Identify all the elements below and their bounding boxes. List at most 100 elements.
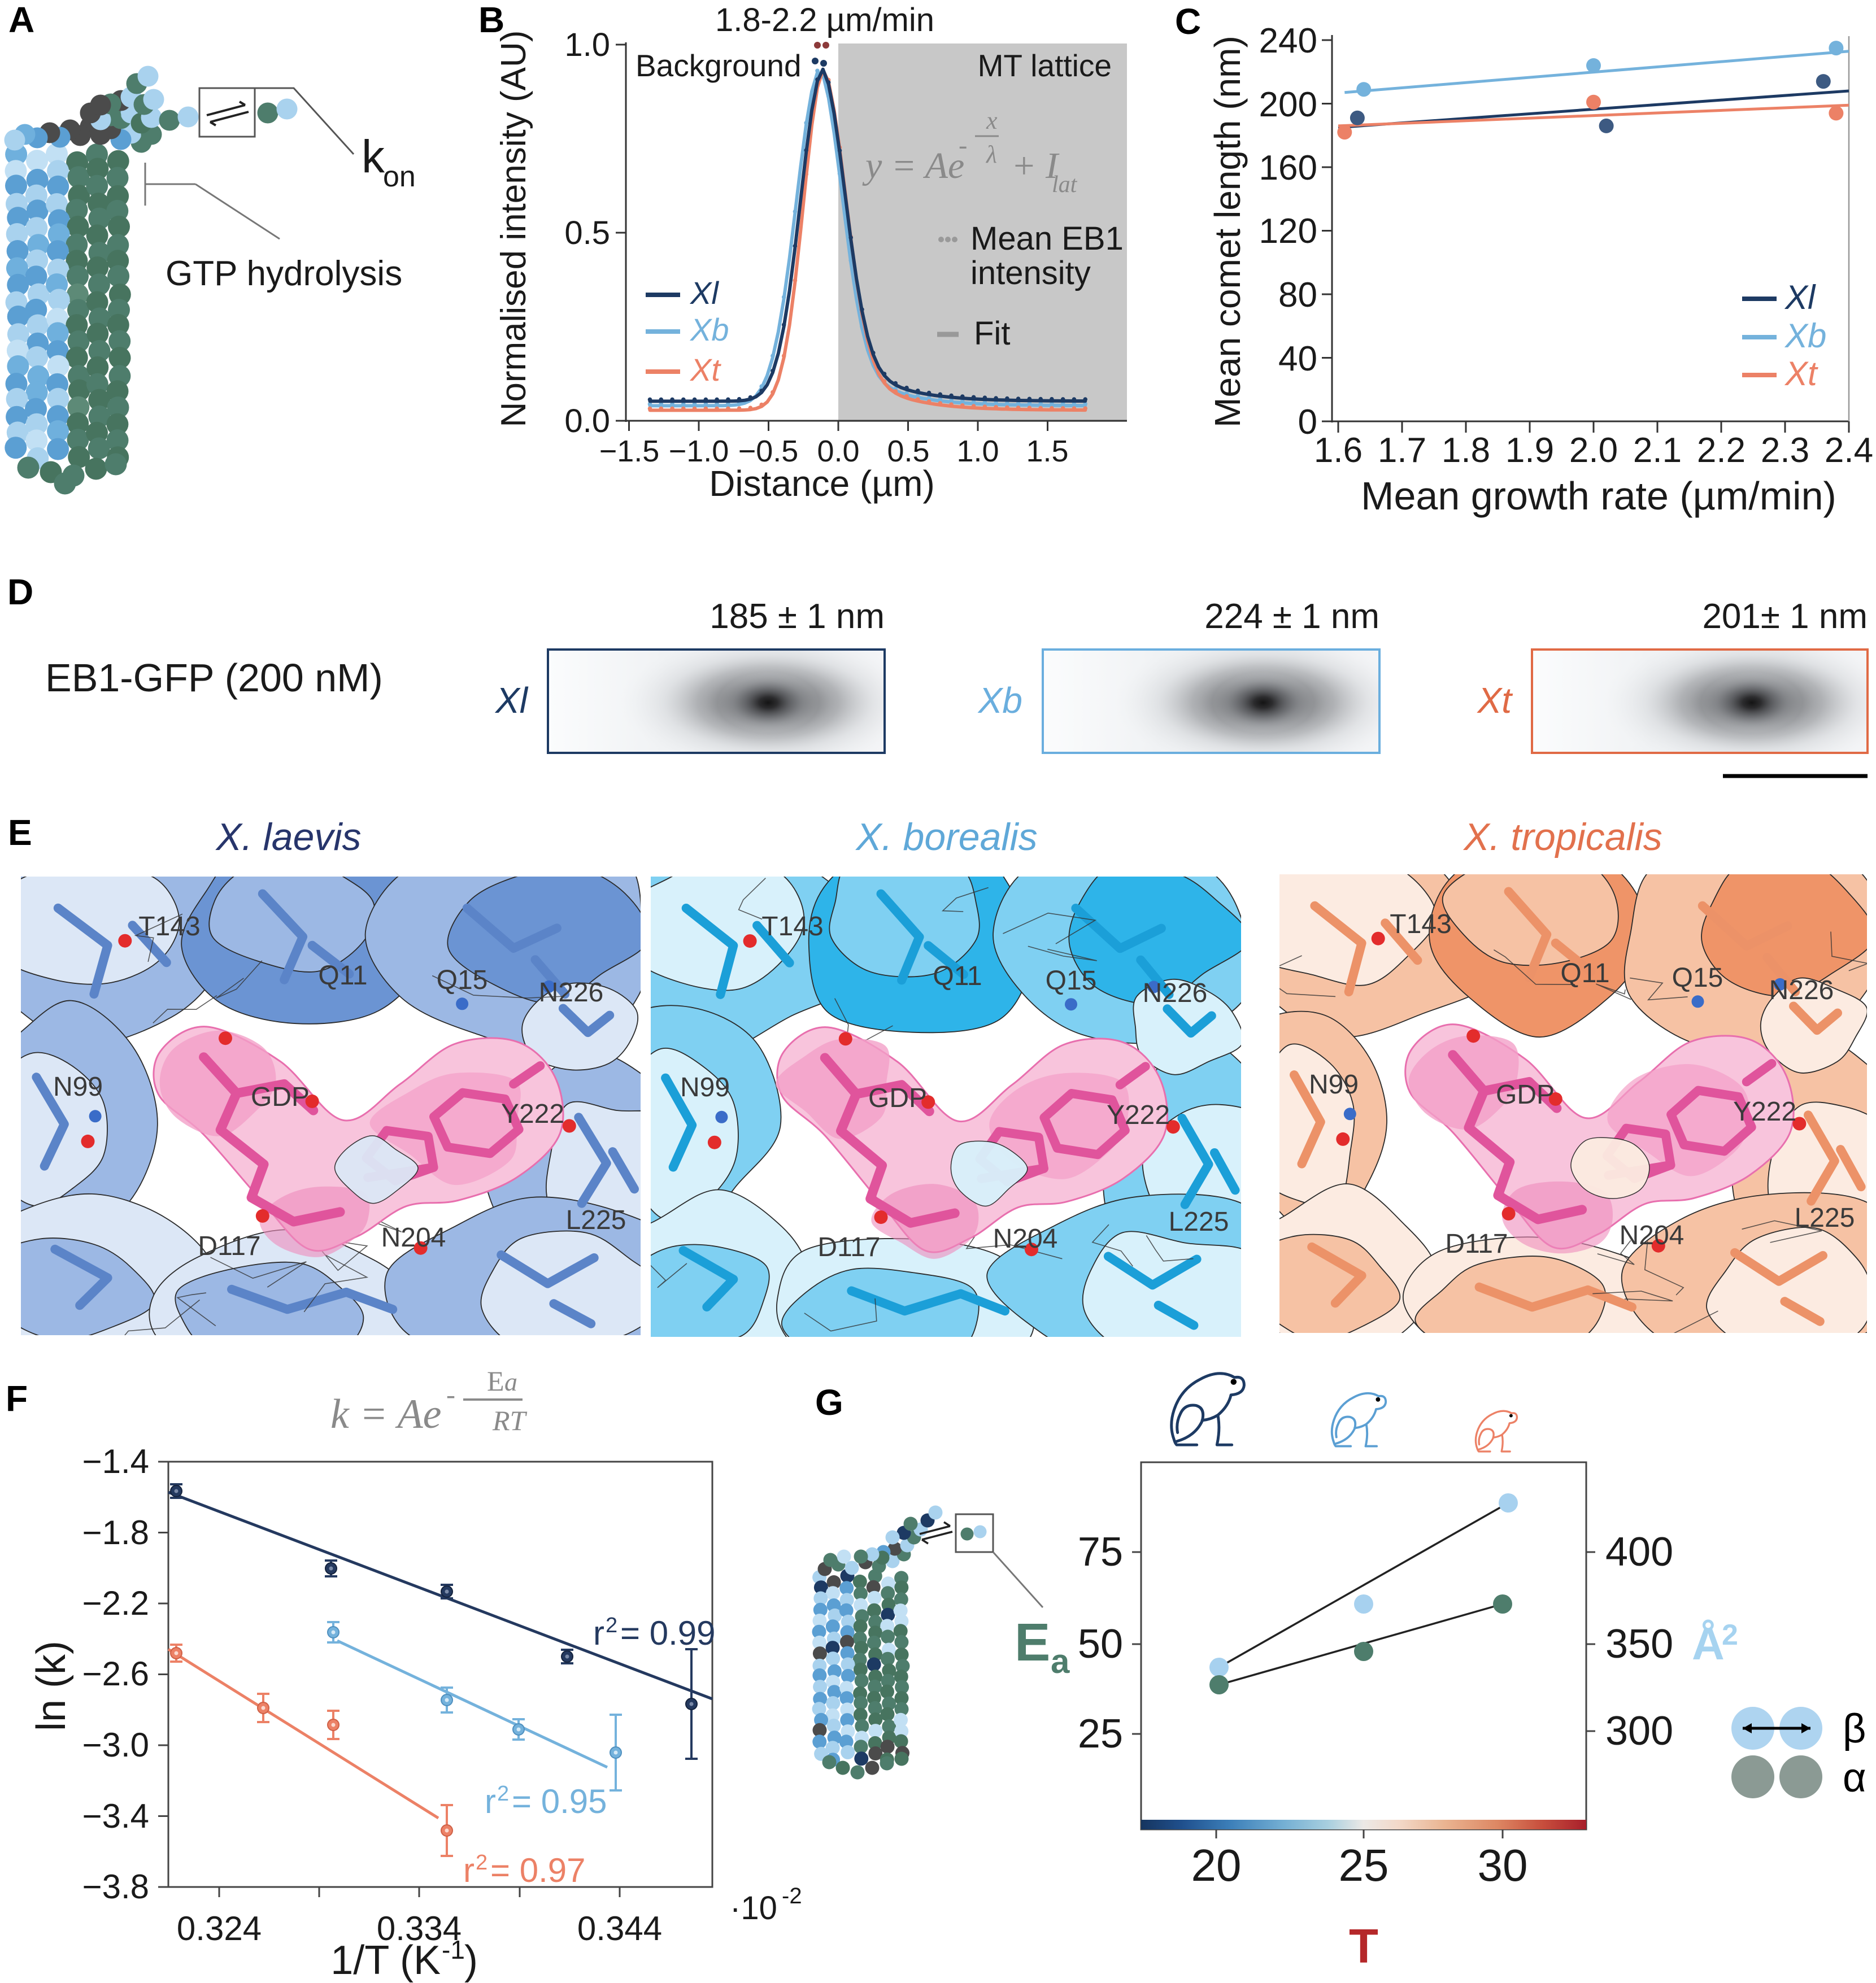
svg-text:N99: N99 bbox=[1309, 1070, 1359, 1100]
svg-text:N99: N99 bbox=[680, 1073, 730, 1102]
svg-text:Q15: Q15 bbox=[437, 965, 488, 995]
svg-text:a: a bbox=[504, 1367, 517, 1396]
svg-text:Xl: Xl bbox=[689, 275, 719, 311]
svg-text:1.6: 1.6 bbox=[1314, 431, 1363, 470]
svg-text:D117: D117 bbox=[198, 1231, 260, 1261]
svg-text:GDP: GDP bbox=[251, 1082, 310, 1112]
svg-text:N226: N226 bbox=[539, 978, 604, 1008]
svg-text:L225: L225 bbox=[1169, 1207, 1229, 1237]
svg-text:C: C bbox=[1175, 1, 1201, 42]
svg-text:T143: T143 bbox=[1390, 909, 1451, 939]
svg-text:Q11: Q11 bbox=[933, 961, 982, 991]
svg-text:2.0: 2.0 bbox=[1569, 431, 1618, 470]
svg-text:E: E bbox=[8, 812, 32, 853]
svg-text:Y222: Y222 bbox=[501, 1099, 564, 1129]
svg-text:224 ± 1 nm: 224 ± 1 nm bbox=[1204, 597, 1379, 636]
svg-text:2.1: 2.1 bbox=[1633, 431, 1682, 470]
svg-text:= 0.97: = 0.97 bbox=[490, 1851, 586, 1889]
svg-text:N226: N226 bbox=[1143, 978, 1208, 1008]
svg-text:2: 2 bbox=[606, 1614, 617, 1637]
svg-text:0.324: 0.324 bbox=[177, 1910, 262, 1947]
svg-text:F: F bbox=[6, 1378, 28, 1419]
svg-text:0.344: 0.344 bbox=[577, 1910, 662, 1947]
svg-text:Q15: Q15 bbox=[1672, 963, 1723, 993]
svg-text:200: 200 bbox=[1259, 85, 1317, 124]
svg-text:k: k bbox=[362, 131, 385, 182]
svg-text:on: on bbox=[383, 160, 416, 193]
svg-text:75: 75 bbox=[1078, 1529, 1123, 1575]
svg-text:Y222: Y222 bbox=[1733, 1097, 1796, 1127]
svg-text:201± 1 nm: 201± 1 nm bbox=[1702, 597, 1868, 636]
svg-text:X. tropicalis: X. tropicalis bbox=[1463, 816, 1662, 858]
svg-text:a: a bbox=[1051, 1642, 1070, 1680]
svg-text:L225: L225 bbox=[1795, 1203, 1855, 1233]
svg-text:2: 2 bbox=[497, 1782, 509, 1806]
svg-text:B: B bbox=[478, 0, 504, 40]
svg-text:x: x bbox=[986, 107, 998, 134]
svg-text:D117: D117 bbox=[817, 1232, 880, 1262]
svg-text:= 0.99: = 0.99 bbox=[620, 1614, 716, 1652]
svg-text:N99: N99 bbox=[53, 1072, 103, 1102]
svg-text:0.5: 0.5 bbox=[887, 434, 929, 468]
svg-text:A: A bbox=[8, 0, 34, 40]
svg-text:Mean growth rate (µm/min): Mean growth rate (µm/min) bbox=[1361, 474, 1836, 518]
svg-text:Y222: Y222 bbox=[1107, 1100, 1170, 1130]
svg-text:0.5: 0.5 bbox=[564, 215, 610, 251]
svg-text:): ) bbox=[464, 1938, 478, 1983]
svg-text:400: 400 bbox=[1605, 1529, 1673, 1575]
svg-text:α: α bbox=[1843, 1755, 1866, 1801]
svg-text:Xl: Xl bbox=[494, 680, 529, 721]
svg-text:2.4: 2.4 bbox=[1825, 431, 1873, 470]
svg-text:2.3: 2.3 bbox=[1761, 431, 1809, 470]
svg-text:X. laevis: X. laevis bbox=[215, 816, 362, 858]
svg-text:185 ± 1 nm: 185 ± 1 nm bbox=[710, 597, 885, 636]
svg-text:Normalised intensity (AU): Normalised intensity (AU) bbox=[494, 30, 533, 428]
svg-text:Mean EB1: Mean EB1 bbox=[970, 220, 1124, 257]
svg-text:k = Ae: k = Ae bbox=[330, 1391, 442, 1437]
svg-text:Distance (µm): Distance (µm) bbox=[709, 463, 935, 504]
svg-text:GTP hydrolysis: GTP hydrolysis bbox=[166, 254, 402, 293]
svg-text:·10: ·10 bbox=[730, 1890, 777, 1927]
svg-text:160: 160 bbox=[1259, 149, 1317, 188]
svg-text:1.8: 1.8 bbox=[1442, 431, 1490, 470]
svg-text:N226: N226 bbox=[1769, 975, 1834, 1005]
svg-text:-2: -2 bbox=[782, 1884, 802, 1908]
svg-text:1.0: 1.0 bbox=[564, 27, 610, 63]
svg-text:0: 0 bbox=[1298, 403, 1317, 442]
svg-text:r: r bbox=[485, 1782, 496, 1820]
svg-text:−3.8: −3.8 bbox=[82, 1868, 149, 1906]
svg-text:Q15: Q15 bbox=[1046, 966, 1097, 996]
svg-text:−2.6: −2.6 bbox=[82, 1655, 149, 1693]
svg-text:Xl: Xl bbox=[1784, 278, 1816, 316]
svg-text:25: 25 bbox=[1078, 1711, 1123, 1757]
svg-text:0.0: 0.0 bbox=[564, 403, 610, 439]
svg-text:−2.2: −2.2 bbox=[82, 1584, 149, 1622]
svg-text:y = Ae: y = Ae bbox=[862, 145, 964, 186]
svg-text:2.2: 2.2 bbox=[1697, 431, 1746, 470]
svg-text:Xt: Xt bbox=[689, 352, 721, 387]
svg-text:T143: T143 bbox=[761, 912, 823, 942]
svg-text:r: r bbox=[463, 1851, 475, 1889]
svg-text:300: 300 bbox=[1605, 1709, 1673, 1754]
svg-text:Q11: Q11 bbox=[1560, 958, 1609, 988]
svg-text:+ I: + I bbox=[1011, 145, 1060, 186]
svg-text:2: 2 bbox=[476, 1851, 488, 1875]
svg-text:X. borealis: X. borealis bbox=[855, 816, 1037, 858]
svg-text:−1.5: −1.5 bbox=[599, 434, 660, 468]
svg-text:N204: N204 bbox=[381, 1223, 446, 1253]
svg-text:−3.0: −3.0 bbox=[82, 1726, 149, 1764]
svg-text:G: G bbox=[815, 1382, 843, 1423]
svg-text:GDP: GDP bbox=[1496, 1080, 1555, 1110]
svg-text:λ: λ bbox=[985, 141, 997, 168]
svg-text:50: 50 bbox=[1078, 1622, 1123, 1667]
svg-text:80: 80 bbox=[1278, 276, 1317, 315]
svg-text:25: 25 bbox=[1339, 1840, 1389, 1890]
svg-text:Fit: Fit bbox=[974, 315, 1010, 352]
svg-text:Xt: Xt bbox=[1784, 355, 1818, 393]
svg-text:1.9: 1.9 bbox=[1505, 431, 1554, 470]
svg-text:β: β bbox=[1843, 1706, 1866, 1751]
svg-text:GDP: GDP bbox=[868, 1083, 927, 1113]
svg-text:E: E bbox=[1015, 1612, 1050, 1672]
svg-text:T: T bbox=[1349, 1920, 1378, 1973]
svg-text:1.7: 1.7 bbox=[1378, 431, 1426, 470]
